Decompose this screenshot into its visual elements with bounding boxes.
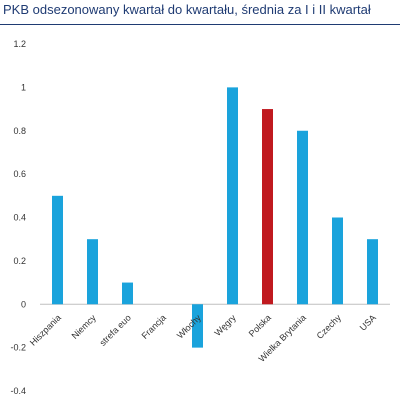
- chart-title: PKB odsezonowany kwartał do kwartału, śr…: [3, 2, 371, 17]
- x-tick-label: Francja: [140, 313, 168, 341]
- bar-niemcy: [87, 239, 98, 305]
- x-tick-label: Czechy: [315, 312, 344, 341]
- bar-polska: [262, 109, 273, 305]
- x-tick-label: Polska: [247, 313, 273, 339]
- y-tick-label: 1.2: [13, 39, 26, 49]
- y-tick-label: -0.4: [10, 386, 26, 396]
- y-tick-label: -0.2: [10, 343, 26, 353]
- bar-włochy: [192, 304, 203, 348]
- x-tick-label: Hiszpania: [28, 313, 63, 348]
- y-tick-label: 1: [21, 82, 26, 92]
- bar-usa: [367, 239, 378, 305]
- x-tick-label: Niemcy: [70, 312, 99, 341]
- bar-strefa-euo: [122, 282, 133, 305]
- bar-czechy: [332, 217, 343, 305]
- bar-wielka-brytania: [297, 130, 308, 305]
- title-divider: [0, 24, 400, 25]
- y-tick-label: 0.4: [13, 213, 26, 223]
- x-tick-label: strefa euo: [98, 313, 133, 348]
- y-tick-label: 0.8: [13, 126, 26, 136]
- bar-węgry: [227, 87, 238, 305]
- x-tick-label: Węgry: [212, 312, 238, 338]
- y-tick-label: 0.6: [13, 169, 26, 179]
- y-tick-label: 0: [21, 299, 26, 309]
- bar-hiszpania: [52, 195, 63, 305]
- y-tick-label: 0.2: [13, 256, 26, 266]
- x-tick-label: USA: [358, 313, 378, 333]
